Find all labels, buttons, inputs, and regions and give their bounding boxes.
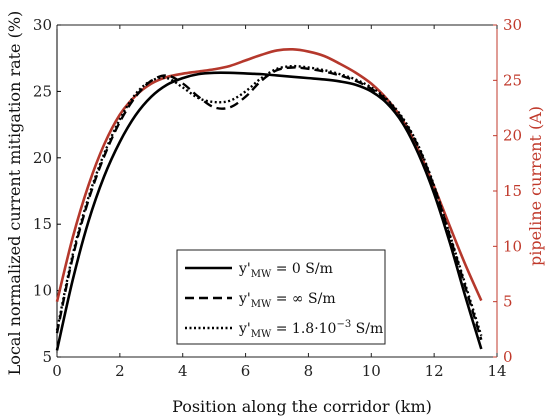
legend-entry-dashed: y'MW = ∞ S/m	[238, 291, 336, 310]
x-tick-label: 6	[241, 362, 251, 380]
y-right-tick-label: 5	[503, 293, 513, 311]
y-right-tick-label: 20	[503, 127, 522, 145]
x-axis-label: Position along the corridor (km)	[172, 397, 432, 416]
legend-entry-solid: y'MW = 0 S/m	[238, 261, 333, 280]
y-left-tick-label: 30	[33, 16, 52, 34]
y-right-tick-label: 25	[503, 71, 522, 89]
x-tick-label: 2	[115, 362, 125, 380]
series-group	[55, 48, 483, 351]
y-left-tick-label: 10	[33, 282, 52, 300]
x-tick-label: 14	[487, 362, 506, 380]
y-right-tick-label: 30	[503, 16, 522, 34]
x-tick-label: 4	[178, 362, 188, 380]
x-tick-label: 12	[425, 362, 444, 380]
legend-entry-dotted: y'MW = 1.8·10−3 S/m	[238, 319, 383, 340]
x-tick-label: 8	[304, 362, 314, 380]
x-tick-label: 10	[362, 362, 381, 380]
y-axis-label-right: pipeline current (A)	[526, 106, 545, 266]
y-right-tick-label: 15	[503, 182, 522, 200]
y-left-tick-label: 15	[33, 215, 52, 233]
legend-box	[176, 249, 386, 345]
y-left-tick-label: 5	[42, 348, 52, 366]
y-left-tick-label: 25	[33, 82, 52, 100]
y-axis-label-left: Local normalized current mitigation rate…	[5, 11, 24, 376]
y-left-tick-label: 20	[33, 149, 52, 167]
y-right-tick-label: 0	[503, 348, 513, 366]
y-right-tick-label: 10	[503, 237, 522, 255]
x-tick-label: 0	[52, 362, 62, 380]
legend: y'MW = 0 S/m y'MW = ∞ S/m y'MW = 1.8·10−3 …	[176, 249, 386, 345]
